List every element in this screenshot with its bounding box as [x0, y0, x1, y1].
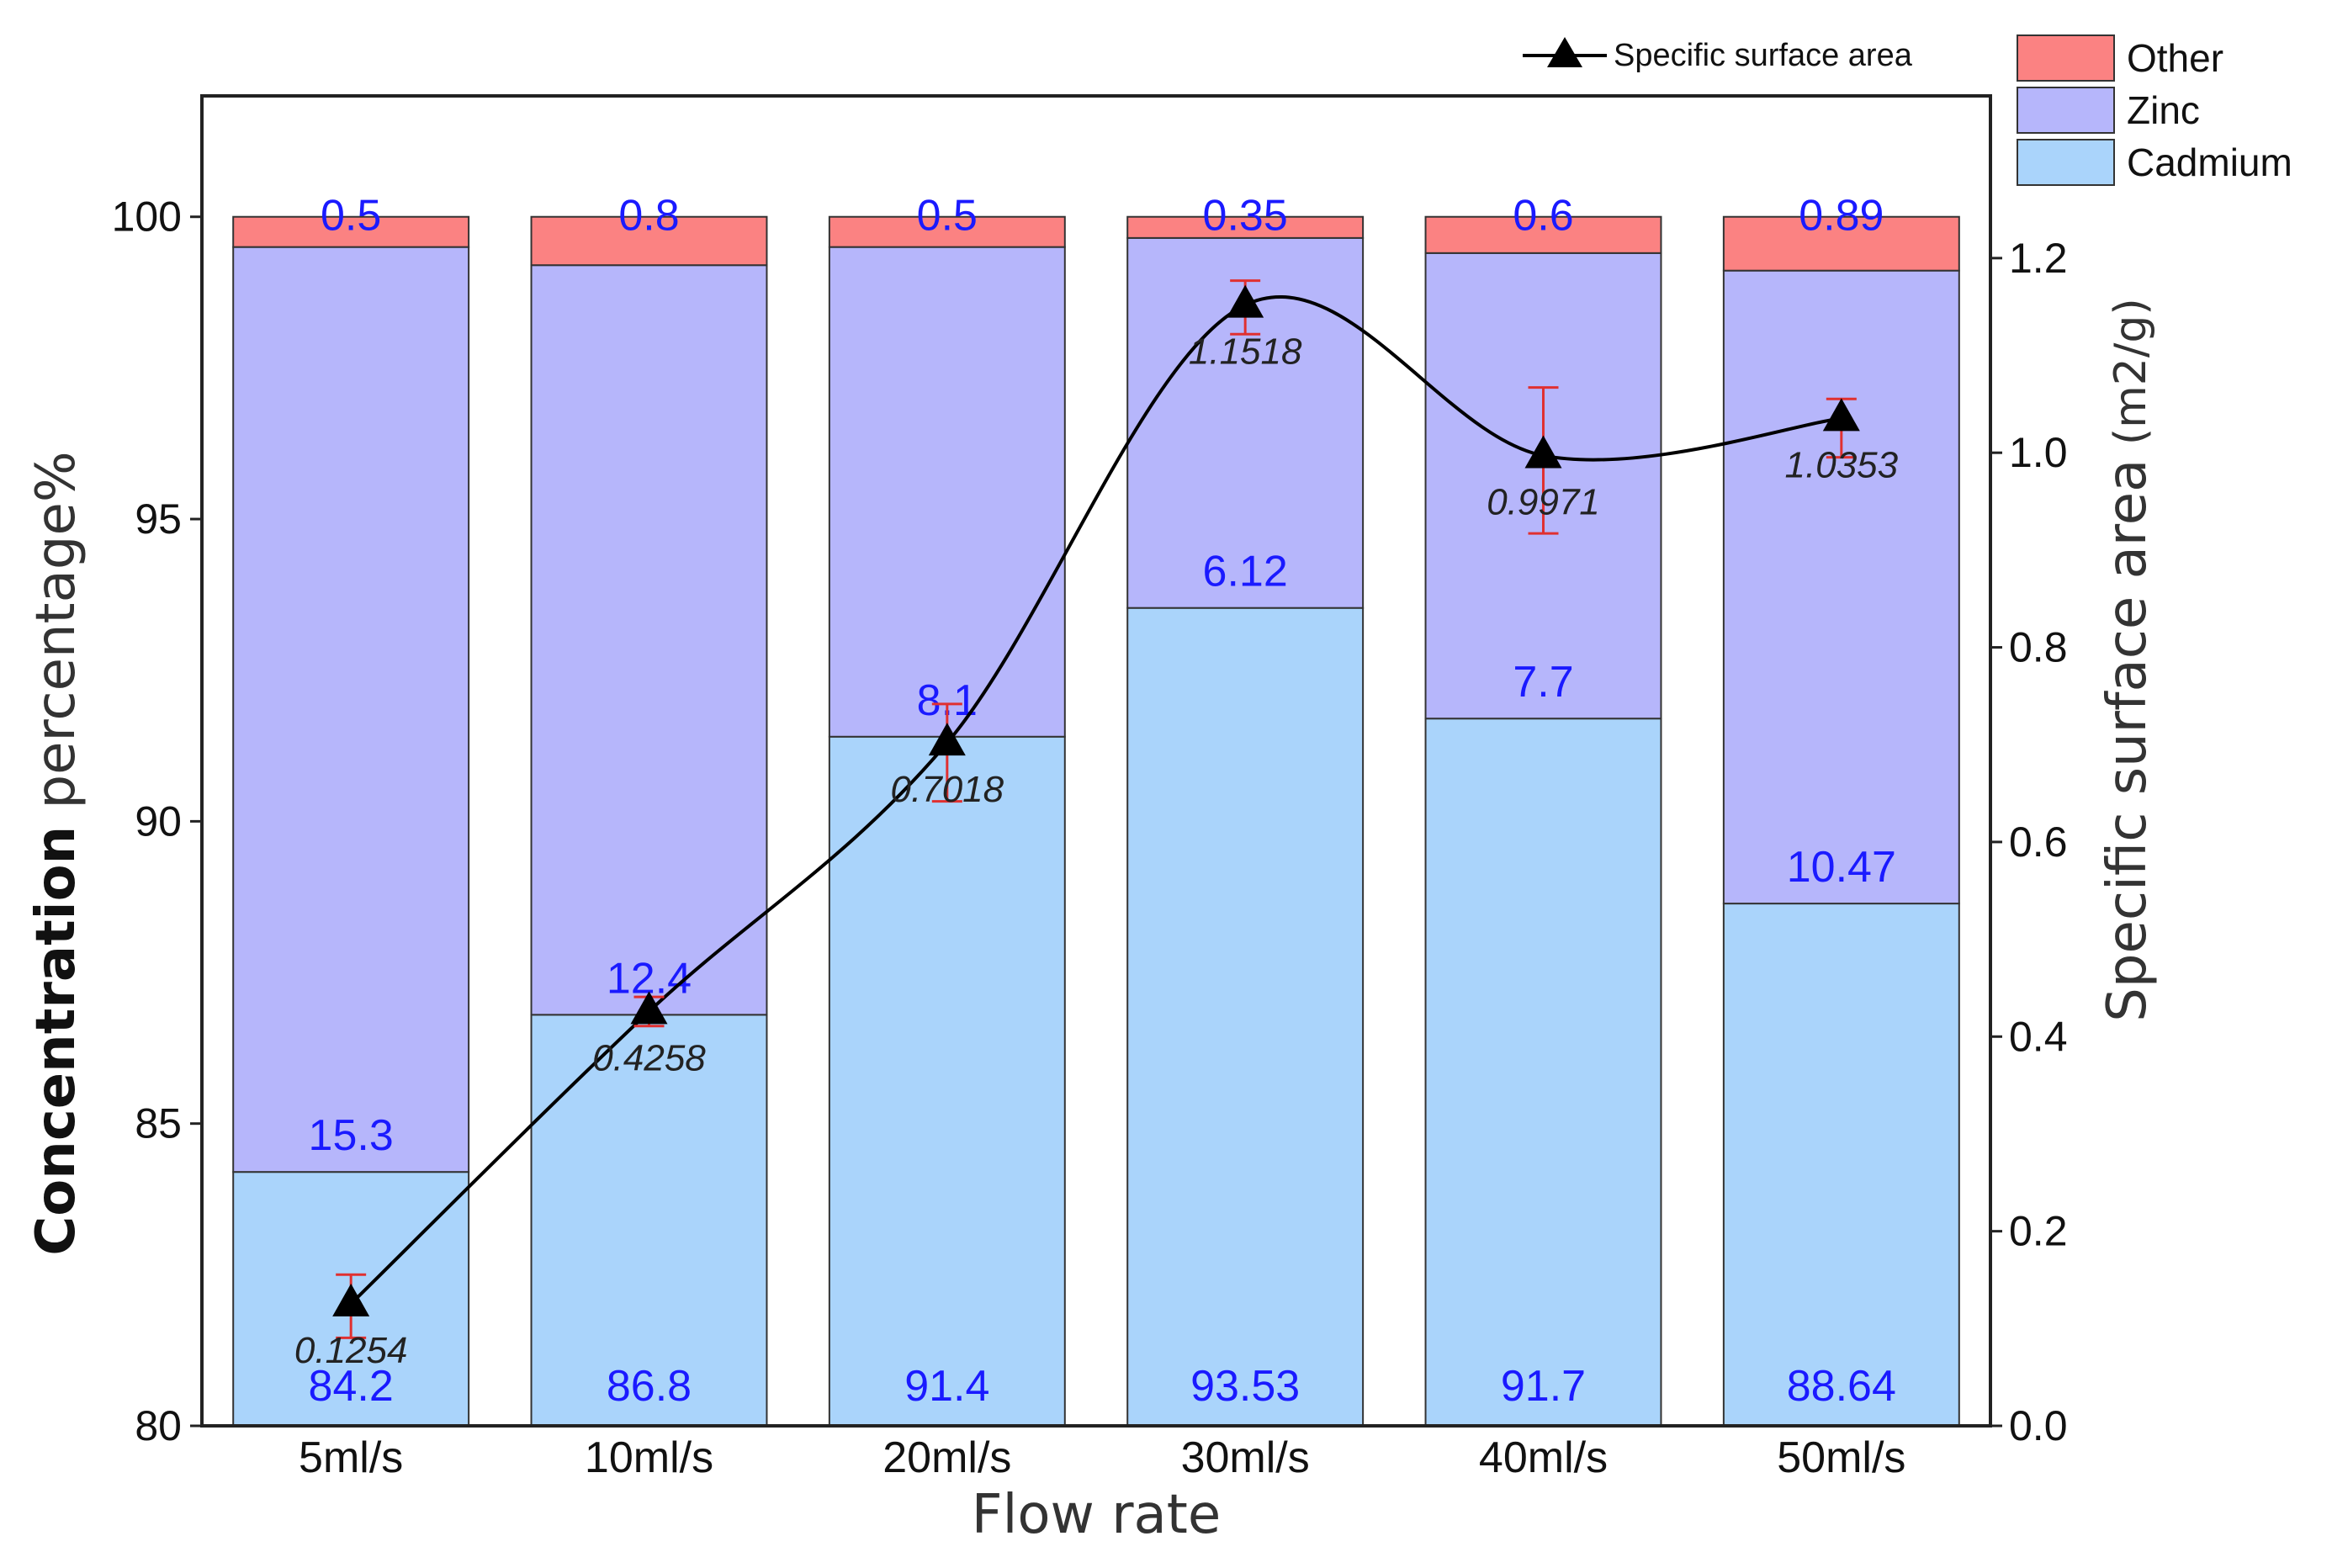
y2-tick-label: 1.2 — [2009, 235, 2068, 282]
surface-area-marker — [1822, 398, 1860, 432]
surface-area-label: 0.9971 — [1487, 482, 1600, 523]
surface-area-marker — [1524, 435, 1562, 469]
bar-label-other: 0.6 — [1513, 192, 1573, 241]
bar-other — [1126, 215, 1365, 239]
bar-cadmium — [1424, 718, 1662, 1427]
x-tick-label: 50ml/s — [1777, 1433, 1905, 1482]
y-tick-label: 80 — [135, 1402, 182, 1449]
bar-label-cadmium: 91.4 — [904, 1362, 989, 1411]
bar-cadmium — [828, 735, 1066, 1427]
y2-tick-label: 0.0 — [2009, 1402, 2068, 1449]
legend-label-cadmium: Cadmium — [2127, 140, 2292, 184]
bar-other — [232, 215, 470, 248]
bar-cadmium — [1126, 607, 1365, 1427]
y2-tick-label: 0.2 — [2009, 1208, 2068, 1255]
x-tick-label: 30ml/s — [1181, 1433, 1310, 1482]
y-axis-title: Concentration percentage% — [25, 451, 87, 1255]
bar-label-cadmium: 91.7 — [1501, 1362, 1586, 1411]
plot-frame — [200, 94, 1992, 1428]
surface-area-marker — [928, 723, 966, 756]
legend: Specific surface area Other Zinc Cadmium — [1523, 34, 2292, 186]
y2-tick-label: 0.6 — [2009, 818, 2068, 866]
x-tick-label: 5ml/s — [299, 1433, 403, 1482]
x-tick-label: 40ml/s — [1479, 1433, 1608, 1482]
y-axis-title-rest: percentage% — [25, 451, 87, 826]
x-tick-label: 10ml/s — [585, 1433, 713, 1482]
axes-layer: 80 85 90 95 100 0.0 0.2 0.4 0.6 0.8 1.0 1.2 5ml/s 10m… — [112, 193, 2068, 1482]
bar-cadmium — [1722, 903, 1960, 1427]
surface-area-label: 1.0353 — [1785, 444, 1899, 485]
y2-tick-label: 1.0 — [2009, 429, 2068, 476]
bar-label-other: 0.5 — [321, 192, 381, 241]
bar-label-other: 0.35 — [1203, 192, 1288, 241]
x-axis-title: Flow rate — [972, 1484, 1221, 1546]
bar-label-zinc: 10.47 — [1787, 843, 1896, 892]
bar-label-other: 0.8 — [618, 192, 679, 241]
legend-bar-entries: Other Zinc Cadmium — [2017, 34, 2292, 186]
surface-area-label: 1.1518 — [1189, 331, 1302, 373]
y-tick-label: 90 — [135, 797, 182, 845]
bar-zinc — [232, 246, 470, 1173]
surface-area-label: 0.1254 — [294, 1330, 408, 1371]
bar-label-other: 0.5 — [917, 192, 978, 241]
y-tick-label: 85 — [135, 1100, 182, 1147]
bar-other — [828, 215, 1066, 248]
y2-tick-label: 0.4 — [2009, 1013, 2068, 1060]
legend-label-zinc: Zinc — [2127, 88, 2200, 132]
bar-other — [1722, 215, 1960, 272]
y-tick-label: 100 — [112, 193, 182, 241]
bar-label-cadmium: 93.53 — [1190, 1362, 1300, 1411]
x-tick-label: 20ml/s — [882, 1433, 1011, 1482]
surface-area-marker — [630, 991, 668, 1025]
surface-area-marker — [1227, 284, 1264, 318]
y-axis-title-bold: Concentration — [25, 826, 87, 1256]
legend-swatch-other — [2017, 34, 2115, 82]
legend-swatch-cadmium — [2017, 139, 2115, 186]
bar-zinc — [828, 246, 1066, 738]
bar-label-zinc: 7.7 — [1513, 658, 1573, 707]
legend-triangle-marker — [1547, 37, 1582, 67]
legend-line-entry: Specific surface area — [1523, 37, 1913, 73]
line-layer: 0.1254 0.4258 0.7018 1.1518 0.9971 1.0353 — [294, 279, 1899, 1371]
bar-labels-layer: 84.215.30.586.812.40.891.48.10.593.536.1… — [309, 192, 1896, 1411]
y2-axis-title-main: Specific surface area — [2096, 459, 2159, 1022]
bar-label-zinc: 15.3 — [309, 1111, 394, 1160]
legend-label-other: Other — [2127, 36, 2223, 80]
bar-label-cadmium: 84.2 — [309, 1362, 394, 1411]
bar-label-cadmium: 88.64 — [1787, 1362, 1896, 1411]
bar-zinc — [1722, 269, 1960, 905]
bars-layer — [232, 215, 1960, 1427]
surface-area-marker — [332, 1283, 370, 1316]
bar-label-cadmium: 86.8 — [607, 1362, 692, 1411]
surface-area-label: 0.7018 — [891, 769, 1004, 810]
y2-tick-label: 0.8 — [2009, 624, 2068, 671]
bar-other — [530, 215, 768, 267]
surface-area-label: 0.4258 — [592, 1037, 706, 1078]
bar-label-other: 0.89 — [1799, 192, 1884, 241]
bar-zinc — [530, 264, 768, 1016]
bar-other — [1424, 215, 1662, 254]
bar-label-zinc: 6.12 — [1203, 548, 1288, 596]
y2-axis-title: Specific surface area (m2/g) — [2096, 298, 2159, 1021]
y2-axis-title-unit: (m2/g) — [2106, 298, 2156, 458]
legend-line-label: Specific surface area — [1614, 38, 1913, 73]
legend-swatch-zinc — [2017, 87, 2115, 134]
y-tick-label: 95 — [135, 495, 182, 543]
